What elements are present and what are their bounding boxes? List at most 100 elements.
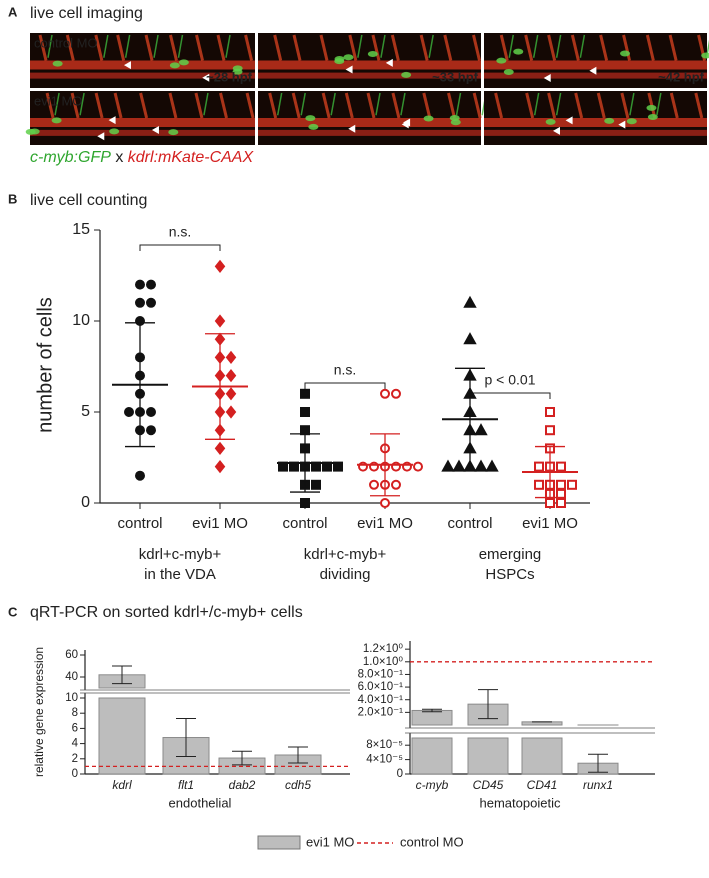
neuron bbox=[380, 34, 386, 58]
neuron bbox=[300, 92, 306, 116]
gfp-cell bbox=[334, 58, 345, 65]
vessel bbox=[30, 60, 255, 70]
x-tick-label: control bbox=[117, 515, 162, 532]
point bbox=[135, 297, 145, 308]
y-tick-label: 1.2×10⁰ bbox=[363, 643, 403, 655]
point bbox=[146, 279, 156, 290]
point bbox=[225, 405, 237, 419]
time-label: ~42 hpf bbox=[658, 69, 705, 84]
point bbox=[225, 368, 237, 383]
vessel bbox=[371, 34, 381, 61]
neuron bbox=[555, 92, 562, 116]
point bbox=[300, 425, 310, 436]
point bbox=[214, 441, 226, 456]
gfp-cell bbox=[308, 123, 319, 130]
point bbox=[135, 470, 145, 481]
point bbox=[214, 314, 226, 328]
y-tick-label: 0 bbox=[397, 768, 403, 780]
x-tick-label: evi1 MO bbox=[192, 515, 248, 532]
vessel bbox=[484, 129, 707, 136]
point bbox=[124, 407, 134, 417]
y-tick-label: 2.0×10⁻¹ bbox=[358, 706, 404, 718]
y-tick-label: 4 bbox=[72, 738, 79, 750]
error-bar bbox=[232, 750, 252, 766]
x-tick-label: evi1 MO bbox=[357, 515, 413, 532]
group-label: in the VDA bbox=[144, 566, 216, 583]
neuron bbox=[330, 92, 336, 116]
panel-label: C bbox=[8, 604, 18, 619]
caption-red: kdrl:mKate-CAAX bbox=[128, 149, 255, 166]
neuron bbox=[203, 92, 209, 116]
point bbox=[214, 459, 226, 474]
error-bar bbox=[176, 718, 196, 758]
vessel bbox=[669, 92, 679, 119]
panel-title: live cell counting bbox=[30, 192, 147, 209]
vessel bbox=[524, 34, 534, 61]
group-label: dividing bbox=[320, 566, 371, 583]
neuron bbox=[532, 34, 539, 58]
vessel bbox=[319, 34, 329, 61]
point bbox=[391, 479, 401, 490]
y-tick-label: 40 bbox=[65, 671, 78, 683]
vessel bbox=[599, 34, 609, 61]
vessel bbox=[169, 34, 178, 61]
error-bar bbox=[588, 753, 608, 773]
vessel bbox=[258, 118, 481, 127]
point bbox=[225, 387, 237, 401]
significance-label: n.s. bbox=[334, 362, 357, 378]
vessel bbox=[30, 129, 255, 136]
neuron bbox=[428, 34, 434, 58]
y-tick-label: 8 bbox=[72, 707, 78, 719]
neuron bbox=[629, 92, 635, 116]
bar bbox=[521, 737, 563, 775]
x-tick-label: runx1 bbox=[583, 778, 613, 792]
vessel bbox=[668, 34, 678, 61]
point bbox=[333, 461, 343, 472]
neuron bbox=[153, 34, 159, 58]
gfp-cell bbox=[367, 51, 378, 58]
arrowhead bbox=[565, 116, 573, 125]
vessel bbox=[645, 34, 655, 61]
y-tick-label: 0 bbox=[81, 494, 90, 511]
y-tick-label: 5 bbox=[81, 403, 90, 420]
panel-title: qRT-PCR on sorted kdrl+/c-myb+ cells bbox=[30, 604, 303, 621]
y-tick-label: 10 bbox=[65, 692, 78, 704]
gfp-cell bbox=[305, 115, 316, 122]
neuron bbox=[555, 34, 562, 58]
vessel bbox=[390, 34, 400, 61]
error-bar bbox=[288, 746, 308, 764]
gfp-cell bbox=[423, 115, 434, 122]
vessel bbox=[547, 92, 557, 119]
group-label: HSPCs bbox=[485, 566, 534, 583]
y-tick-label: 4×10⁻⁵ bbox=[366, 754, 403, 766]
gfp-cell bbox=[52, 60, 63, 67]
vessel bbox=[622, 34, 632, 61]
error-bar bbox=[112, 665, 132, 685]
point bbox=[146, 407, 156, 417]
point bbox=[474, 459, 488, 472]
arrowhead bbox=[151, 125, 159, 134]
neuron bbox=[508, 34, 514, 58]
vessel bbox=[268, 92, 278, 119]
arrowhead bbox=[123, 61, 131, 70]
significance-bracket bbox=[139, 244, 221, 251]
point bbox=[441, 459, 455, 472]
group-label: hematopoietic bbox=[480, 795, 561, 810]
significance-bracket bbox=[469, 392, 551, 399]
neuron bbox=[375, 92, 381, 116]
point bbox=[556, 498, 566, 508]
vessel bbox=[65, 34, 75, 61]
vessel bbox=[194, 92, 204, 119]
gfp-cell bbox=[646, 104, 657, 111]
point bbox=[545, 498, 555, 508]
vessel bbox=[422, 92, 432, 119]
group-label: emerging bbox=[479, 546, 542, 563]
gfp-cell bbox=[503, 69, 514, 76]
panel-title: live cell imaging bbox=[30, 5, 143, 22]
point bbox=[214, 259, 226, 274]
vessel bbox=[144, 34, 154, 61]
sd-bar bbox=[205, 333, 235, 440]
time-label: ~33 hpf bbox=[432, 69, 479, 84]
y-axis-label: relative gene expression bbox=[32, 647, 46, 777]
